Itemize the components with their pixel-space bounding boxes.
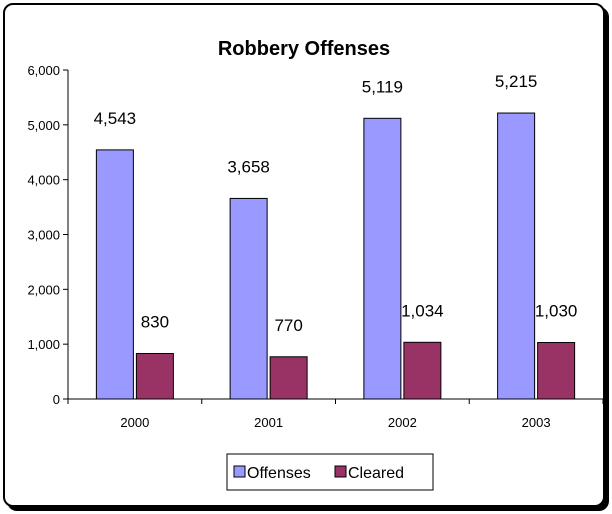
data-label-cleared: 830 xyxy=(141,312,169,331)
data-label-offenses: 5,119 xyxy=(362,77,403,96)
legend: Offenses Cleared xyxy=(226,453,434,491)
data-label-cleared: 1,030 xyxy=(535,302,578,321)
bar-offenses-2002 xyxy=(363,117,402,400)
bar-cleared-2000 xyxy=(135,352,174,400)
legend-box xyxy=(226,453,434,491)
bar-cleared-2001 xyxy=(269,356,308,400)
y-tick-label: 4,000 xyxy=(27,173,60,188)
bar-offenses-2003 xyxy=(497,112,536,400)
data-label-offenses: 3,658 xyxy=(227,157,270,176)
data-label-offenses: 4,543 xyxy=(94,109,137,128)
data-label-cleared: 1,034 xyxy=(401,301,444,320)
legend-swatch-offenses xyxy=(233,465,246,478)
y-tick-label: 0 xyxy=(53,392,60,407)
bar-cleared-2003 xyxy=(537,342,576,400)
y-tick-label: 5,000 xyxy=(27,118,60,133)
y-tick-label: 6,000 xyxy=(27,63,60,78)
bars xyxy=(95,112,576,400)
bar-offenses-2000 xyxy=(95,149,134,400)
bar-cleared-2002 xyxy=(403,341,442,400)
legend-label-cleared: Cleared xyxy=(348,465,404,482)
x-tick-label: 2000 xyxy=(120,415,149,430)
legend-label-offenses: Offenses xyxy=(247,465,311,482)
x-tick-label: 2001 xyxy=(254,415,283,430)
bar-offenses-2001 xyxy=(229,197,268,400)
data-labels: 4,543 3,658 5,119 5,215 830 770 1,034 1,030 xyxy=(94,72,578,335)
y-tick-label: 2,000 xyxy=(27,282,60,297)
y-tick-label: 1,000 xyxy=(27,337,60,352)
chart-title: Robbery Offenses xyxy=(218,38,390,60)
data-label-cleared: 770 xyxy=(274,316,302,335)
x-tick-label: 2003 xyxy=(522,415,551,430)
y-tick-label: 3,000 xyxy=(27,228,60,243)
x-tick-label: 2002 xyxy=(388,415,417,430)
legend-swatch-cleared xyxy=(334,465,347,478)
data-label-offenses: 5,215 xyxy=(495,72,538,91)
